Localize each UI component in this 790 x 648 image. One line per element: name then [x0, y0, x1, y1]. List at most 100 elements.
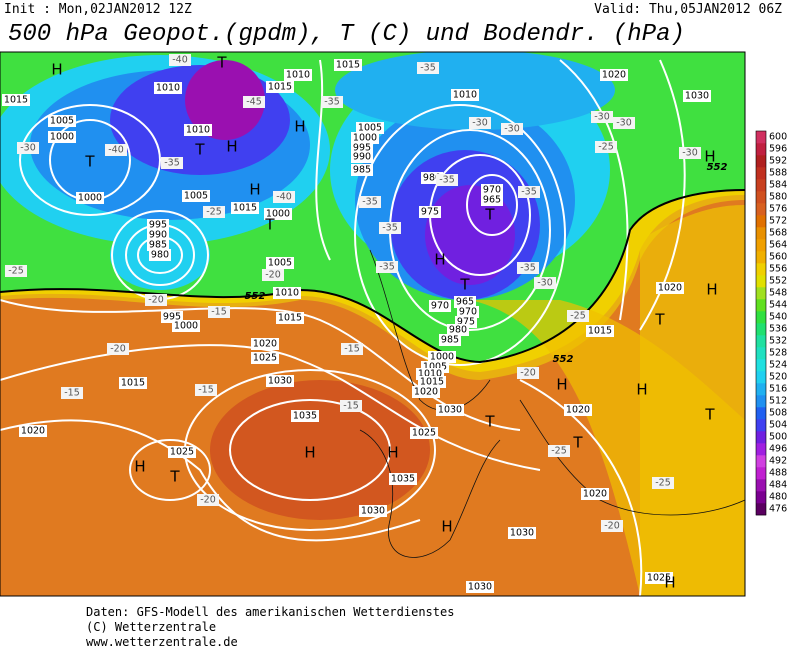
- temperature-label: -15: [64, 388, 80, 399]
- isobar-label: 1025: [170, 447, 194, 458]
- temperature-label-box: [107, 343, 129, 355]
- pressure-center: H: [51, 61, 62, 79]
- pressure-center: H: [704, 148, 715, 166]
- isobar-label-box: [251, 352, 279, 364]
- temperature-label: -30: [20, 143, 36, 154]
- isobar-label: 1015: [278, 313, 302, 324]
- pressure-center: H: [636, 381, 647, 399]
- isobar-label: 965: [483, 195, 501, 206]
- colorbar-label: 544: [769, 300, 787, 311]
- colorbar-label: 536: [769, 324, 787, 335]
- colorbar-swatch: [756, 479, 766, 492]
- colorbar-swatch: [756, 275, 766, 288]
- pressure-center: H: [706, 281, 717, 299]
- colorbar-label: 500: [769, 432, 787, 443]
- temperature-label-box: [591, 111, 613, 123]
- isobar-label-box: [119, 377, 147, 389]
- colorbar-swatch: [756, 227, 766, 240]
- isobar-label: 1010: [156, 83, 180, 94]
- temperature-label: -20: [148, 295, 164, 306]
- temperature-label-box: [501, 123, 523, 135]
- temperature-label-box: [436, 174, 458, 186]
- isobar-label-box: [284, 69, 312, 81]
- temperature-label: -25: [551, 446, 567, 457]
- isobar-label: 975: [457, 317, 475, 328]
- colorbar-label: 504: [769, 420, 787, 431]
- pressure-center: T: [654, 311, 665, 329]
- isobar-label: 1005: [184, 191, 208, 202]
- colorbar-label: 552: [769, 276, 787, 287]
- colorbar-label: 588: [769, 168, 787, 179]
- pressure-center: T: [194, 141, 205, 159]
- isobar-label: 970: [431, 301, 449, 312]
- isobar-label-box: [264, 208, 292, 220]
- temperature-label: -30: [504, 124, 520, 135]
- isobar-label: 1015: [420, 377, 444, 388]
- isobar-label-box: [481, 194, 503, 206]
- isobar-label: 1000: [78, 193, 102, 204]
- temperature-label-box: [518, 186, 540, 198]
- temperature-label: -15: [344, 344, 360, 355]
- isobar-label-box: [168, 446, 196, 458]
- isobar-label: 1025: [412, 428, 436, 439]
- colorbar-swatch: [756, 239, 766, 252]
- colorbar-swatch: [756, 251, 766, 264]
- isobar-label-box: [466, 581, 494, 593]
- pressure-center: T: [84, 153, 95, 171]
- temperature-label-box: [517, 262, 539, 274]
- isobar-label: 1030: [510, 528, 534, 539]
- isobar-label: 1010: [275, 288, 299, 299]
- isobar-label: 1005: [268, 258, 292, 269]
- temperature-label-box: [61, 387, 83, 399]
- temperature-label-box: [273, 191, 295, 203]
- isobar-label-box: [439, 334, 461, 346]
- temperature-label-box: [145, 294, 167, 306]
- isobar-label-box: [184, 124, 212, 136]
- temperature-label-box: [5, 265, 27, 277]
- pressure-center: T: [704, 406, 715, 424]
- isobar-label: 1010: [286, 70, 310, 81]
- isobar-label: 1000: [353, 133, 377, 144]
- isobars: [0, 59, 686, 596]
- temperature-label: -20: [200, 495, 216, 506]
- temperature-label: -30: [472, 118, 488, 129]
- isobar-label: 1015: [233, 203, 257, 214]
- west-trough-purple: [185, 60, 265, 140]
- temperature-label-box: [243, 96, 265, 108]
- colorbar-label: 564: [769, 240, 787, 251]
- isobar-label-box: [351, 164, 373, 176]
- colorbar: 4764804844884924965005045085125165205245…: [755, 130, 787, 516]
- colorbar-swatch: [756, 407, 766, 420]
- isobar-label-box: [266, 81, 294, 93]
- isobar-label-box: [334, 59, 362, 71]
- isobar-label-box: [586, 325, 614, 337]
- pressure-center: T: [484, 413, 495, 431]
- isobar-label-box: [457, 306, 479, 318]
- temperature-label: -20: [604, 521, 620, 532]
- temperature-label: -30: [682, 148, 698, 159]
- temperature-label: -35: [362, 197, 378, 208]
- isobar-label-box: [429, 300, 451, 312]
- temperature-label: -20: [520, 368, 536, 379]
- pressure-center: H: [294, 118, 305, 136]
- isobar-label: 970: [483, 185, 501, 196]
- isobar-label: 1025: [647, 573, 671, 584]
- temperature-label: -35: [520, 263, 536, 274]
- temperature-label-box: [208, 306, 230, 318]
- temperature-label-box: [169, 54, 191, 66]
- colorbar-label: 596: [769, 144, 787, 155]
- colorbar-label: 488: [769, 468, 787, 479]
- colorbar-swatch: [756, 131, 766, 144]
- colorbar-swatch: [756, 179, 766, 192]
- temperature-label-box: [359, 196, 381, 208]
- isobar-label: 1020: [583, 489, 607, 500]
- temperature-label-box: [340, 400, 362, 412]
- colorbar-label: 568: [769, 228, 787, 239]
- colorbar-swatch: [756, 263, 766, 276]
- colorbar-swatch: [756, 371, 766, 384]
- isobar-label: 1030: [438, 405, 462, 416]
- isobar-label-box: [273, 287, 301, 299]
- colorbar-swatch: [756, 155, 766, 168]
- init-time: Init : Mon,02JAN2012 12Z: [4, 2, 192, 17]
- isobar-label-box: [291, 410, 319, 422]
